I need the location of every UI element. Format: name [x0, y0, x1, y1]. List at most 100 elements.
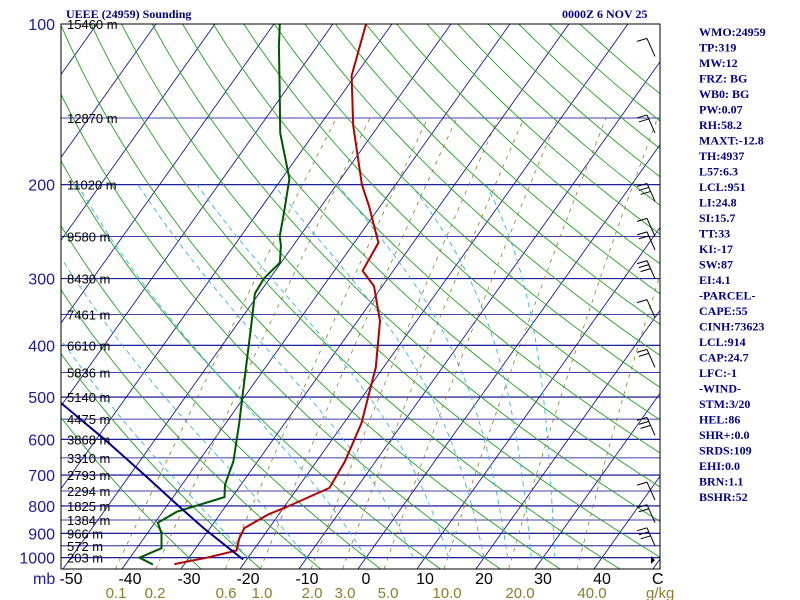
pressure-tick-label: 200: [28, 178, 55, 195]
temperature-tick-label: 10: [416, 571, 434, 588]
height-label: 1825 m: [67, 499, 110, 514]
index-entry: WMO:24959: [699, 25, 766, 39]
pressure-tick-label: 900: [28, 526, 55, 543]
index-entry: BSHR:52: [699, 490, 748, 504]
temperature-tick-label: 40: [593, 571, 611, 588]
isotherm: [61, 24, 393, 490]
height-label: 1384 m: [67, 513, 110, 528]
dry-adiabat: [365, 24, 660, 295]
pressure-tick-label: 100: [28, 17, 55, 34]
sounding-datetime: 0000Z 6 NOV 25: [562, 7, 647, 21]
pressure-tick-label: 700: [28, 468, 55, 485]
wind-barb: [636, 504, 656, 523]
height-label: 6610 m: [67, 338, 110, 353]
index-entry: TH:4937: [699, 149, 744, 163]
height-labels: 15460 m 12870 m 11020 m 9580 m 8430 m 7461 m 6…: [67, 17, 118, 566]
index-entry: MW:12: [699, 56, 738, 70]
isotherm: [357, 144, 660, 569]
temperature-tick-label: -30: [177, 571, 200, 588]
isotherm: [61, 24, 334, 407]
wind-barb: [636, 527, 656, 547]
index-entry: RH:58.2: [699, 118, 742, 132]
mixing-ratio-line: [115, 117, 337, 569]
height-label: 3868 m: [67, 432, 110, 447]
index-entry: KI:-17: [699, 242, 733, 256]
index-entry: TT:33: [699, 227, 730, 241]
mixing-ratio-tick-label: 1.0: [252, 585, 273, 600]
mixing-ratio-line: [576, 273, 660, 569]
temperature-tick-label: -50: [59, 571, 82, 588]
pressure-tick-label: 1000: [19, 551, 55, 568]
wind-barb: [636, 37, 656, 57]
isotherm: [61, 24, 275, 324]
mixing-ratio-line: [508, 117, 658, 569]
isotherm: [121, 24, 511, 569]
parcel-trace: [61, 401, 244, 561]
temperature-axis: -50 -40 -30 -20 -10 0 10 20 30 40: [59, 571, 611, 588]
wind-barb: [636, 481, 656, 501]
wind-barb: [636, 348, 656, 368]
mixing-ratio-line: [443, 117, 607, 569]
height-label: 2793 m: [67, 468, 110, 483]
height-label: 572 m: [67, 539, 103, 554]
mixing-ratio-line: [383, 117, 558, 569]
isotherm: [62, 24, 452, 569]
index-entry: STM:3/20: [699, 397, 750, 411]
moist-adiabat: [61, 338, 249, 559]
dry-adiabat: [61, 289, 322, 569]
mixing-ratio-tick-label: 3.0: [335, 585, 356, 600]
temperature-tick-label: -10: [295, 571, 318, 588]
sounding-title: UEEE (24959) Sounding: [66, 7, 191, 21]
mixing-ratio-tick-label: 0.2: [145, 585, 166, 600]
mixing-ratio-tick-label: 10.0: [432, 585, 461, 600]
moist-adiabat: [410, 184, 532, 558]
isotherm: [534, 392, 660, 569]
dry-adiabat: [335, 24, 660, 325]
dry-adiabat: [151, 24, 660, 523]
moist-adiabat: [196, 184, 450, 558]
height-label: 9580 m: [67, 229, 110, 244]
height-label: 15460 m: [67, 17, 118, 32]
index-entry: HEL:86: [699, 413, 740, 427]
height-label: 7461 m: [67, 307, 110, 322]
dry-adiabat: [273, 24, 660, 388]
isotherm: [61, 24, 157, 159]
height-label: 11020 m: [67, 178, 117, 193]
temperature-unit-label: C: [652, 571, 664, 588]
dry-adiabat: [61, 225, 381, 569]
index-entry: L57:6.3: [699, 165, 738, 179]
isotherm: [475, 309, 660, 569]
moist-adiabat: [61, 256, 308, 558]
dry-adiabat: [182, 24, 660, 488]
mixing-ratio-tick-label: 40.0: [577, 585, 606, 600]
index-entry: TP:319: [699, 41, 736, 55]
wind-barb: [636, 217, 656, 237]
index-entry: -WIND-: [699, 382, 741, 396]
plot-frame: [60, 23, 661, 570]
isotherm: [416, 226, 660, 569]
height-label: 4475 m: [67, 412, 110, 427]
index-entry: MAXT:-12.8: [699, 134, 764, 148]
index-entry: BRN:1.1: [699, 475, 743, 489]
dry-adiabat: [243, 24, 660, 421]
index-entry: LCL:951: [699, 180, 746, 194]
index-entry: EHI:0.0: [699, 459, 740, 473]
moist-adiabat: [77, 184, 367, 558]
pressure-tick-label: 500: [28, 390, 55, 407]
mixing-ratio-line: [342, 117, 525, 569]
pressure-tick-label: 600: [28, 432, 55, 449]
index-entry: EI:4.1: [699, 273, 731, 287]
dry-adiabat: [396, 24, 660, 265]
height-label: 8430 m: [67, 272, 110, 287]
height-label: 5140 m: [67, 390, 110, 405]
dry-adiabat: [61, 93, 501, 569]
dry-adiabat: [61, 159, 441, 569]
dewpoint-line: [137, 24, 291, 566]
dry-adiabat: [90, 24, 621, 569]
index-entry: SI:15.7: [699, 211, 735, 225]
wind-barbs: [636, 37, 656, 564]
index-entry: -PARCEL-: [699, 289, 755, 303]
moist-adiabat: [337, 184, 509, 558]
dry-adiabat: [61, 24, 561, 569]
